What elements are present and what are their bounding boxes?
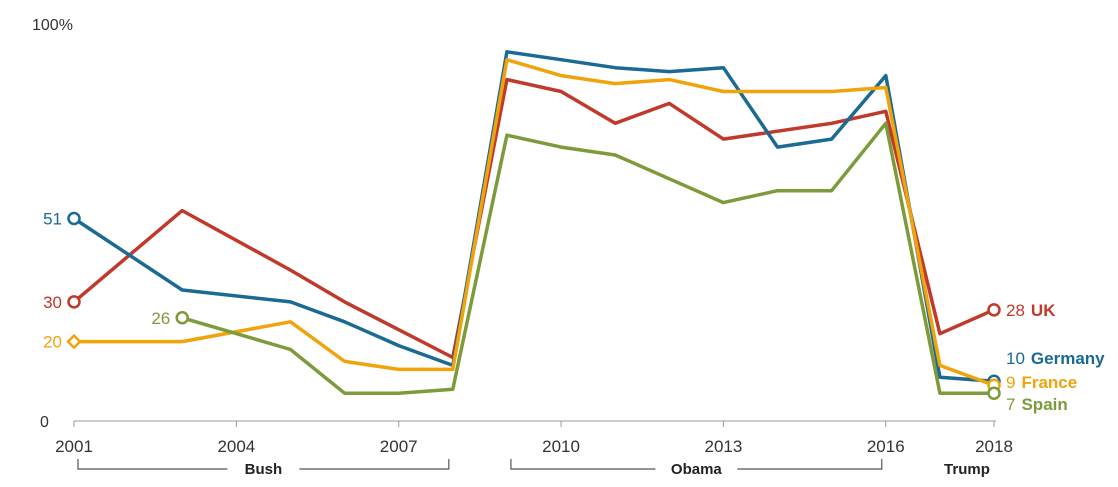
end-value-label: 9 [1006, 373, 1015, 392]
y-axis-top-label: 100% [32, 17, 73, 34]
series-line-spain [181, 121, 994, 395]
x-tick-label: 2007 [380, 437, 418, 456]
start-marker-france [66, 333, 82, 350]
era-bracket [77, 459, 450, 470]
x-tick-label: 2013 [704, 437, 742, 456]
x-tick-label: 2016 [867, 437, 905, 456]
end-marker-uk [987, 303, 1001, 317]
series-name-label: France [1021, 373, 1077, 392]
x-tick-label: 2018 [975, 437, 1013, 456]
era-label: Trump [944, 461, 990, 478]
y-axis-zero-label: 0 [40, 414, 49, 431]
x-axis-ticks: 2001 2004 2007 2010 2013 2016 2018 [55, 421, 1013, 456]
series-name-label: Germany [1031, 349, 1105, 368]
start-marker-spain [175, 311, 189, 325]
series-labels: 30 28 UK 51 10 Germany 20 9 France 26 7 Spain [43, 210, 1105, 414]
start-value-label: 51 [43, 210, 62, 229]
x-tick-label: 2010 [542, 437, 580, 456]
era-label: Obama [671, 461, 723, 478]
end-value-label: 28 [1006, 301, 1025, 320]
series-name-label: UK [1031, 301, 1056, 320]
era-label: Bush [245, 461, 283, 478]
x-tick-label: 2004 [217, 437, 255, 456]
series-lines [66, 50, 1001, 400]
series-line-germany [73, 50, 995, 384]
era-bracket [510, 459, 883, 470]
start-value-label: 30 [43, 293, 62, 312]
start-value-label: 26 [151, 309, 170, 328]
end-label-france: 9 France [1006, 373, 1077, 392]
series-line-uk [72, 77, 995, 360]
start-marker-uk [67, 295, 81, 309]
start-marker-germany [67, 211, 81, 226]
end-marker-spain [987, 386, 1001, 400]
series-line-france [74, 57, 995, 387]
era-brackets: Bush Obama Trump [77, 459, 990, 478]
series-name-label: Spain [1021, 395, 1067, 414]
end-label-spain: 7 Spain [1006, 395, 1068, 414]
end-label-uk: 28 UK [1006, 301, 1056, 320]
start-value-label: 20 [43, 333, 62, 352]
end-label-germany: 10 Germany [1006, 349, 1105, 368]
end-value-label: 10 [1006, 349, 1025, 368]
end-value-label: 7 [1006, 395, 1015, 414]
x-tick-label: 2001 [55, 437, 93, 456]
